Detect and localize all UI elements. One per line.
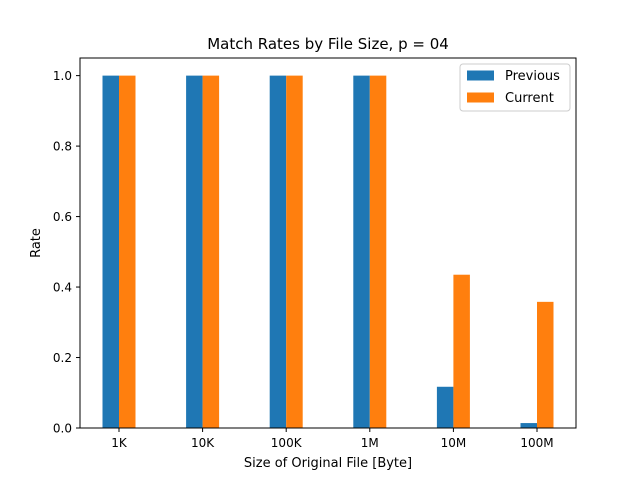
legend-swatch-previous xyxy=(467,70,494,81)
legend-label-previous: Previous xyxy=(505,69,560,84)
x-axis-label: Size of Original File [Byte] xyxy=(244,456,412,471)
y-axis-label: Rate xyxy=(29,228,44,258)
bar-previous-10k xyxy=(186,75,203,429)
y-tick-label: 0.0 xyxy=(53,422,72,436)
x-tick-label: 10K xyxy=(191,436,215,450)
chart-title: Match Rates by File Size, p = 04 xyxy=(207,35,449,53)
y-axis: 0.0 0.2 0.4 0.6 0.8 1.0 xyxy=(53,69,80,436)
x-tick-label: 1M xyxy=(361,436,379,450)
y-tick-label: 0.8 xyxy=(53,140,72,154)
plot-frame xyxy=(79,57,577,429)
bar-previous-100k xyxy=(269,75,287,429)
bar-current-1k xyxy=(119,75,136,429)
x-tick-label: 10M xyxy=(441,436,467,450)
bars-group xyxy=(102,75,554,429)
bar-previous-1m xyxy=(353,75,370,429)
y-tick-label: 1.0 xyxy=(53,69,72,83)
y-tick-label: 0.6 xyxy=(53,210,72,224)
legend: Previous Current xyxy=(459,63,571,112)
legend-label-current: Current xyxy=(505,91,554,106)
x-tick-label: 1K xyxy=(111,436,128,450)
bar-current-10m xyxy=(453,274,470,428)
bar-current-10k xyxy=(202,75,220,429)
x-tick-label: 100M xyxy=(520,436,553,450)
legend-swatch-current xyxy=(467,92,494,103)
bar-current-100k xyxy=(286,75,303,429)
x-axis: 1K 10K 100K 1M 10M 100M xyxy=(111,428,554,450)
bar-previous-10m xyxy=(436,386,454,428)
x-tick-label: 100K xyxy=(271,436,303,450)
bar-current-100m xyxy=(537,301,554,428)
y-tick-label: 0.4 xyxy=(53,281,72,295)
y-tick-label: 0.2 xyxy=(53,351,72,365)
bar-current-1m xyxy=(369,75,387,429)
bar-previous-100m xyxy=(520,423,537,428)
bar-previous-1k xyxy=(102,75,119,429)
